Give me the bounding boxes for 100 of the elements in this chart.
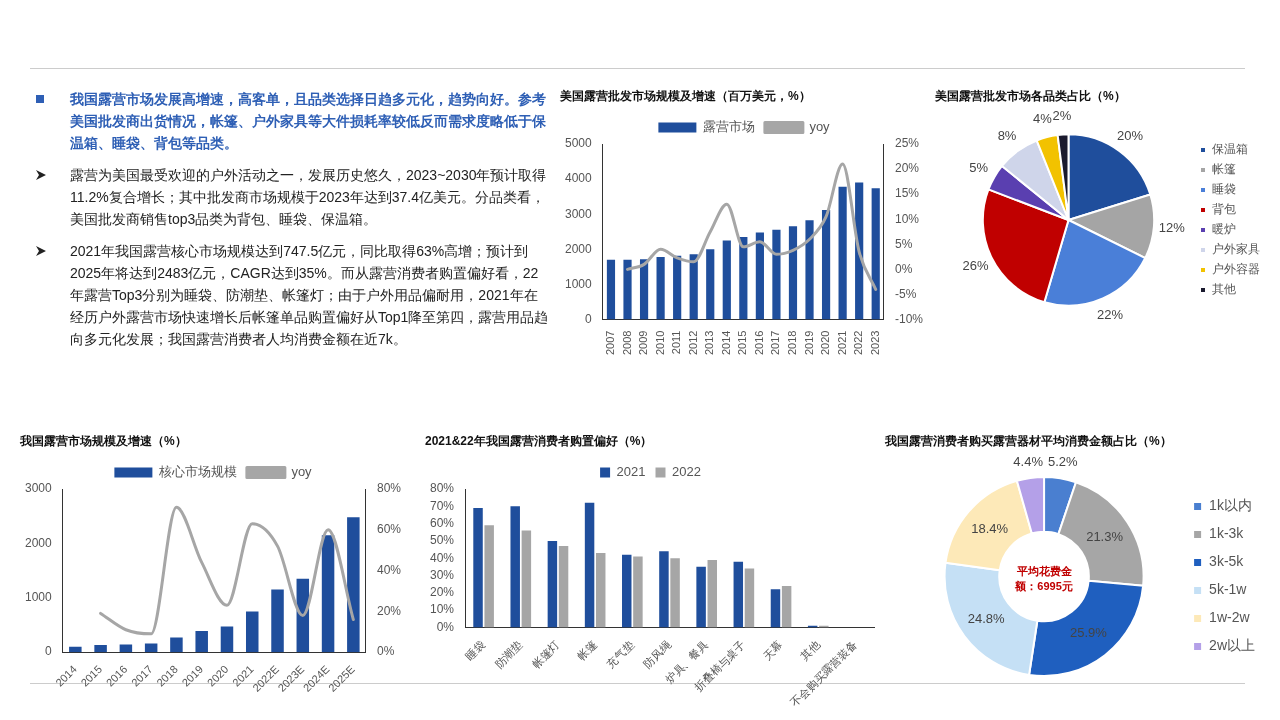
bar [673,255,682,320]
chart-title: 我国露营消费者购买露营器材平均消费金额占比（%） [885,433,1173,450]
text: 2021年我国露营核心市场规模达到747.5亿元，同比取得63%高增；预计到2025年将达到2483亿元，CAGR达到35%。而从露营消费者购置偏好看，22年露营Top3分别为睡袋、防潮垫、帐篷灯；由于户外用品偏耐用，2021年在经历户外露营市场快速增长后帐篷单品购置偏好从Top1降至第四，露营用品趋向多元化发展；我国露营消费者人均消费金额在近7k。 [69,242,550,349]
bar [733,561,744,628]
y2-tick-label: 60% [376,522,402,537]
legend-label: 5k-1w [1209,581,1248,598]
bar [623,259,632,320]
y-tick-label: 2000 [24,535,53,550]
bar [838,186,847,320]
text: 我国露营市场发展高增速，高客单，且品类选择日趋多元化，趋势向好。参考美国批发商出货情况，帐篷、户外家具等大件损耗率较低反而需求度略低于保温箱、睡袋、背包等品类。 [69,90,547,153]
bar [547,540,558,628]
y2-tick-label: 80% [376,481,402,496]
data-label: 26% [962,257,990,273]
y-tick-label: 40% [429,550,455,565]
bar [595,553,606,628]
bar [245,611,259,653]
text: 平均花费金额：6995元 [1014,563,1074,594]
x-tick-label: 2022 [852,330,865,356]
x-tick-label: 2008 [620,330,633,356]
bar [558,546,569,628]
line-series [99,505,355,636]
legend-label: 3k-5k [1209,553,1245,570]
y2-tick-label: 0% [376,644,395,659]
bar [606,259,616,320]
legend-label: 户外家具 [1212,242,1260,257]
y-tick-label: 80% [429,481,455,496]
bar [473,508,483,628]
y2-tick-label: 10% [894,211,920,226]
data-label: 21.3% [1086,528,1124,544]
y2-tick-label: 5% [894,236,913,251]
y-tick-label: 1000 [564,276,593,291]
bar [659,551,669,628]
line-series [626,162,878,291]
bar [770,589,781,628]
bar [772,229,781,320]
y-tick-label: 70% [429,498,455,513]
legend-label: 核心市场规模 [157,464,237,480]
x-tick-label: 2023 [868,330,881,356]
y2-tick-label: -10% [894,311,924,326]
data-label: 2% [1052,108,1072,124]
x-tick-label: 帐篷 [574,638,599,663]
chart-title: 我国露营市场规模及增速（%） [20,433,188,450]
bar [521,530,532,628]
x-tick-label: 2007 [604,330,616,356]
bar [805,220,814,320]
legend-label: 睡袋 [1212,182,1236,197]
y-tick-label: 5000 [564,136,593,151]
y2-tick-label: 40% [376,562,402,577]
x-tick-label: 2010 [653,330,666,356]
x-tick-label: 防潮垫 [492,638,525,670]
bar [821,210,831,320]
bar [722,240,731,320]
data-label: 5% [969,159,989,175]
legend-label: yoy [809,119,831,135]
data-label: 4.4% [1013,453,1044,469]
bar [696,566,706,628]
legend-label: 户外容器 [1212,262,1260,277]
x-tick-label: 2014 [719,330,732,356]
x-tick-label: 2016 [752,330,765,356]
x-tick-label: 2018 [786,330,799,356]
bar [510,506,520,628]
x-tick-label: 防风绳 [641,638,674,670]
bar [707,559,718,628]
x-tick-label: 2013 [703,330,716,356]
x-tick-label: 2012 [686,330,699,356]
y2-tick-label: 20% [894,161,920,176]
bar [781,585,792,628]
y2-tick-label: 0% [894,261,913,276]
y2-tick-label: -5% [894,286,917,301]
data-label: 8% [997,128,1017,144]
text: 露营为美国最受欢迎的户外活动之一，发展历史悠久，2023~2030年预计取得11.2%复合增长；其中批发商市场规模于2023年达到37.4亿美元。分品类看，美国批发商销售top3品类为背包、睡袋、保温箱。 [69,166,548,229]
legend-label: 2w以上 [1209,637,1256,654]
chart-title: 2021&22年我国露营消费者购置偏好（%） [425,433,654,450]
y-tick-label: 0 [45,644,53,659]
data-label: 25.9% [1070,624,1108,640]
x-tick-label: 2015 [736,330,749,356]
bar [670,558,680,628]
bar [788,226,798,320]
bar [622,554,632,628]
bar [321,535,335,653]
x-tick-label: 帐篷灯 [529,638,562,670]
bar [706,249,715,320]
bar [689,254,698,320]
y-tick-label: 50% [429,533,455,548]
y-tick-label: 3000 [564,206,593,221]
legend-label: 帐篷 [1212,162,1236,177]
x-tick-label: 天幕 [760,638,785,663]
bar [871,188,880,320]
y-tick-label: 60% [429,515,455,530]
legend-label: 暖炉 [1212,222,1236,237]
data-label: 20% [1116,128,1144,144]
chart-title: 美国露营批发市场规模及增速（百万美元，%） [560,88,812,105]
bar [739,237,748,320]
y2-tick-label: 20% [376,603,402,618]
data-label: 22% [1097,306,1124,322]
x-tick-label: 睡袋 [463,638,488,663]
y-tick-label: 4000 [564,171,593,186]
x-tick-label: 2009 [637,330,650,356]
data-label: 24.8% [967,611,1006,627]
bar [639,259,649,320]
